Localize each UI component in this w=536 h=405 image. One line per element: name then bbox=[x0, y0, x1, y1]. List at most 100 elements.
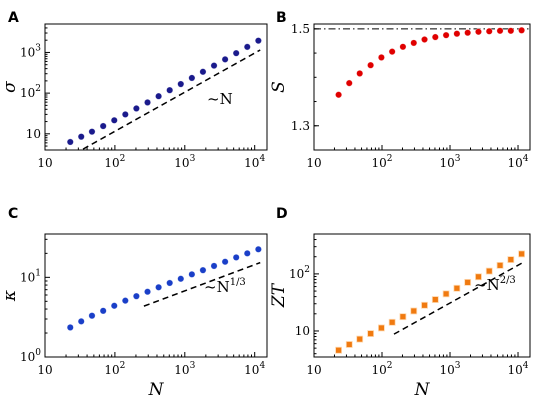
data-point bbox=[377, 53, 385, 61]
x-axis-label: N bbox=[148, 380, 165, 400]
data-point bbox=[356, 69, 364, 77]
tick-exponent: 4 bbox=[259, 154, 265, 164]
data-point bbox=[388, 48, 396, 56]
data-point bbox=[421, 301, 428, 309]
data-point bbox=[99, 122, 107, 130]
scaling-annotation-exponent: 2/3 bbox=[500, 275, 516, 286]
data-point bbox=[166, 279, 174, 287]
scaling-annotation: ~N1/3 bbox=[204, 277, 246, 296]
panel-letter: B bbox=[276, 10, 287, 26]
data-point bbox=[243, 43, 251, 51]
data-point bbox=[144, 98, 152, 106]
data-point bbox=[464, 278, 472, 286]
data-point bbox=[345, 79, 353, 87]
tick-exponent: 0 bbox=[35, 348, 41, 358]
data-point bbox=[210, 62, 218, 70]
y-axis-label: S bbox=[269, 81, 289, 93]
panel-letter: D bbox=[276, 206, 288, 222]
y-tick-label: 1.5 bbox=[291, 22, 310, 36]
data-point bbox=[399, 313, 407, 321]
x-tick-label: 10 bbox=[37, 156, 52, 170]
tick-exponent: 2 bbox=[304, 265, 310, 275]
data-point bbox=[399, 43, 407, 51]
plot-frame bbox=[313, 233, 531, 358]
x-tick-label: 104 bbox=[508, 361, 529, 377]
data-point bbox=[166, 86, 174, 94]
data-point bbox=[110, 116, 118, 124]
data-point bbox=[442, 31, 450, 39]
data-point bbox=[474, 28, 482, 36]
data-point bbox=[199, 68, 207, 76]
data-point bbox=[144, 288, 152, 296]
data-point bbox=[356, 335, 364, 343]
panel-letter: A bbox=[8, 10, 19, 26]
data-point bbox=[496, 261, 504, 269]
data-point bbox=[507, 27, 515, 35]
x-tick-label: 103 bbox=[174, 154, 195, 170]
data-point bbox=[254, 245, 262, 253]
x-tick-label: 102 bbox=[372, 154, 393, 170]
scaling-annotation: ~N2/3 bbox=[474, 275, 516, 294]
tick-exponent: 2 bbox=[35, 84, 41, 94]
scaling-annotation: ~N bbox=[207, 90, 233, 108]
data-point bbox=[232, 49, 240, 57]
tick-exponent: 3 bbox=[190, 154, 196, 164]
data-point bbox=[453, 284, 461, 292]
scaling-annotation-base: ~N bbox=[207, 90, 233, 108]
x-tick-label: 102 bbox=[372, 361, 393, 377]
data-point bbox=[177, 275, 185, 283]
data-point bbox=[453, 30, 461, 38]
data-point bbox=[110, 302, 118, 310]
data-point bbox=[88, 312, 96, 320]
data-point bbox=[132, 292, 140, 300]
data-point bbox=[335, 346, 343, 354]
y-tick-label: 10 bbox=[295, 324, 310, 338]
data-point bbox=[431, 33, 439, 41]
plot-frame bbox=[44, 233, 268, 358]
data-point bbox=[88, 128, 96, 136]
scaling-annotation-base: ~N bbox=[474, 276, 500, 294]
data-point bbox=[210, 262, 218, 270]
data-point bbox=[518, 26, 526, 34]
x-tick-label: 103 bbox=[174, 361, 195, 377]
data-point bbox=[431, 296, 439, 303]
x-tick-label: 103 bbox=[440, 154, 461, 170]
data-point bbox=[485, 267, 493, 275]
tick-exponent: 4 bbox=[523, 361, 529, 371]
data-point bbox=[221, 258, 229, 266]
tick-exponent: 2 bbox=[120, 154, 126, 164]
tick-exponent: 3 bbox=[455, 361, 461, 371]
data-point bbox=[464, 29, 472, 37]
data-point bbox=[99, 307, 107, 315]
data-point bbox=[518, 250, 526, 258]
data-point bbox=[442, 290, 450, 298]
data-point bbox=[496, 27, 504, 35]
data-point bbox=[121, 297, 129, 305]
y-tick-label: 102 bbox=[20, 84, 41, 100]
y-tick-label: 100 bbox=[20, 348, 41, 364]
x-tick-label: 10 bbox=[306, 363, 321, 377]
x-tick-label: 104 bbox=[244, 154, 265, 170]
data-point bbox=[232, 253, 240, 261]
data-point bbox=[367, 61, 375, 69]
data-point bbox=[410, 307, 418, 315]
data-point bbox=[77, 133, 85, 141]
scaling-guide-line bbox=[393, 261, 524, 335]
tick-exponent: 1 bbox=[35, 268, 41, 278]
tick-exponent: 3 bbox=[35, 43, 41, 53]
tick-exponent: 4 bbox=[259, 361, 265, 371]
data-point bbox=[155, 283, 163, 291]
y-tick-label: 103 bbox=[20, 43, 41, 59]
scaling-annotation-base: ~N bbox=[204, 278, 230, 296]
panel-a: A 10 102 103 104 10 102 103 σ ~N bbox=[0, 10, 268, 170]
data-point bbox=[410, 39, 418, 47]
data-point bbox=[177, 80, 185, 88]
x-tick-label: 104 bbox=[508, 154, 529, 170]
data-point bbox=[335, 91, 343, 99]
data-point bbox=[77, 317, 85, 325]
panel-b: B 10 102 103 104 1.3 1.5 S bbox=[269, 10, 531, 170]
tick-exponent: 4 bbox=[523, 154, 529, 164]
